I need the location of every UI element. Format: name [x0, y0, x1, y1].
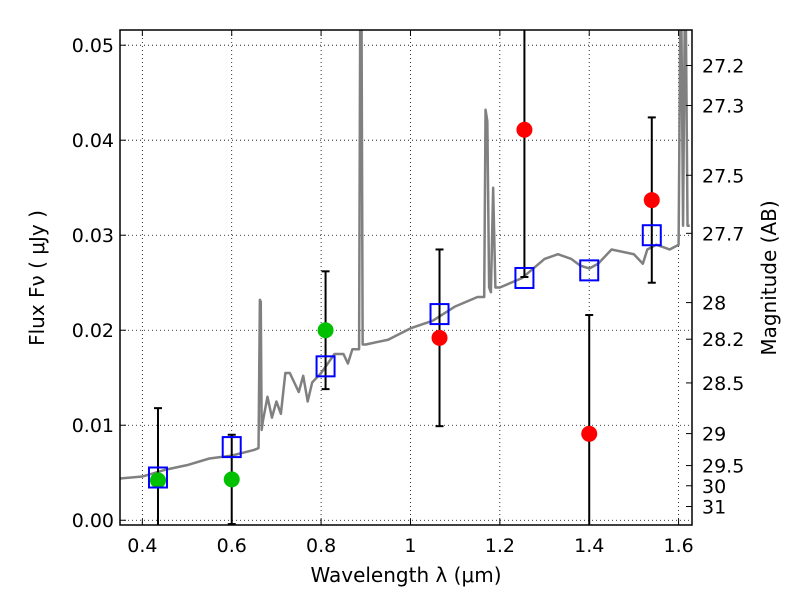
x-tick-label: 0.6 [217, 535, 247, 557]
x-tick-label: 1 [404, 535, 416, 557]
spectrum-line [120, 30, 690, 480]
model-square-point [579, 259, 600, 282]
model-square-point [147, 466, 168, 489]
plot-area [120, 30, 690, 525]
model-square-point [429, 303, 450, 326]
x-tick-label: 1.6 [663, 535, 693, 557]
red-data-point [581, 425, 598, 442]
ticks: 0.4 0.6 0.8 1 1.2 1.4 1.6 0.00 0.01 0.02 0.03 0.04 0… [72, 30, 744, 557]
y2-tick-label: 30 [702, 476, 726, 498]
y2-tick-label: 28.5 [702, 373, 744, 395]
red-data-point [643, 192, 660, 209]
x-axis-label: Wavelength λ (μm) [310, 563, 501, 587]
y2-axis-label: Magnitude (AB) [757, 200, 781, 355]
red-data-point [431, 329, 448, 346]
model-square-point [514, 266, 535, 289]
y-tick-label: 0.03 [72, 225, 114, 247]
y2-tick-label: 27.5 [702, 165, 744, 187]
x-tick-label: 0.4 [127, 535, 157, 557]
y-axis-label: Flux Fν ( μJy ) [25, 210, 49, 346]
green-data-point [149, 472, 166, 489]
y2-tick-label: 29.5 [702, 456, 744, 478]
x-tick-label: 0.8 [306, 535, 336, 557]
model-square-point [641, 224, 662, 247]
model-square-point [315, 355, 336, 378]
green-data-point [223, 471, 240, 488]
y-tick-label: 0.05 [72, 35, 114, 57]
y2-tick-label: 27.2 [702, 56, 744, 78]
green-data-point [317, 322, 334, 339]
y2-tick-label: 27.3 [702, 96, 744, 118]
grid [120, 30, 692, 525]
axes-frame [119, 29, 693, 526]
y-tick-label: 0.00 [72, 510, 114, 532]
y2-tick-label: 28 [702, 293, 726, 315]
model-square-point [221, 436, 242, 459]
y2-tick-label: 28.2 [702, 329, 744, 351]
y2-tick-label: 29 [702, 424, 726, 446]
y2-tick-label: 31 [702, 497, 726, 519]
y-tick-label: 0.01 [72, 415, 114, 437]
x-tick-label: 1.4 [574, 535, 604, 557]
y-tick-label: 0.02 [72, 320, 114, 342]
y-tick-label: 0.04 [72, 130, 114, 152]
y2-tick-label: 27.7 [702, 223, 744, 245]
red-data-point [516, 121, 533, 138]
x-tick-label: 1.2 [485, 535, 515, 557]
